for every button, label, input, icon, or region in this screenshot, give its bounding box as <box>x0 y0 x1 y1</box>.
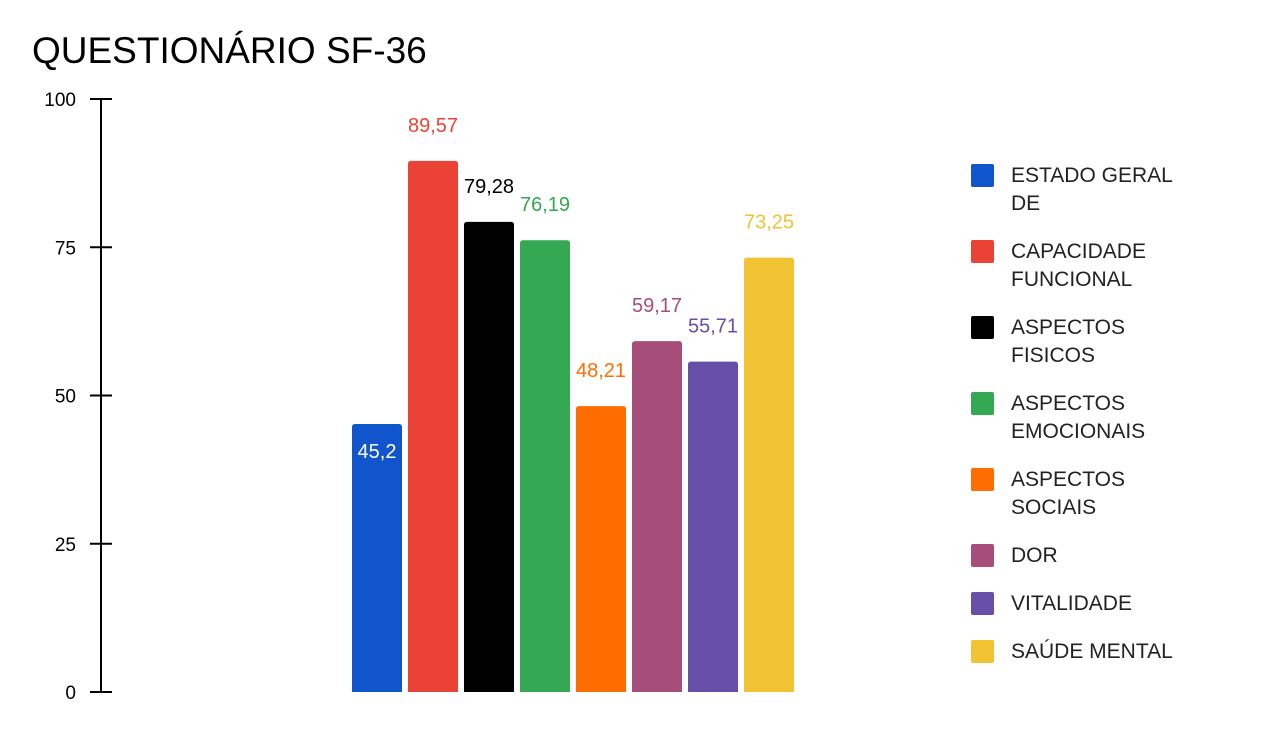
data-label: 55,71 <box>688 316 738 338</box>
legend-item: ASPECTOS FISICOS <box>971 314 1271 370</box>
data-label: 73,25 <box>744 212 794 234</box>
data-label: 48,21 <box>576 360 626 382</box>
legend-item: VITALIDADE <box>971 590 1271 618</box>
legend-swatch <box>971 164 994 187</box>
y-tick-label: 50 <box>55 387 76 408</box>
legend-item: ESTADO GERAL DE <box>971 162 1271 218</box>
data-label: 89,57 <box>408 115 458 137</box>
legend-label: CAPACIDADE FUNCIONAL <box>1011 240 1146 291</box>
y-tick-label: 25 <box>55 535 76 556</box>
legend-swatch <box>971 544 994 567</box>
legend-label: ASPECTOS SOCIAIS <box>1011 468 1125 519</box>
bar-1 <box>352 423 402 692</box>
bar-3 <box>464 221 514 692</box>
chart-title: QUESTIONÁRIO SF-36 <box>32 30 427 71</box>
legend-item: SAÚDE MENTAL <box>971 638 1271 666</box>
bar-7 <box>688 361 738 692</box>
bar-5 <box>576 406 626 692</box>
legend-item: ASPECTOS SOCIAIS <box>971 466 1271 522</box>
bar-8 <box>744 257 794 692</box>
bar-6 <box>632 341 682 692</box>
legend-swatch <box>971 468 994 491</box>
bar-4 <box>520 240 570 692</box>
legend-swatch <box>971 240 994 263</box>
legend-swatch <box>971 392 994 415</box>
data-label: 59,17 <box>632 295 682 317</box>
y-tick-label: 0 <box>65 683 76 704</box>
legend-label: ESTADO GERAL DE <box>1011 164 1173 215</box>
legend-item: ASPECTOS EMOCIONAIS <box>971 390 1271 446</box>
y-tick-label: 75 <box>55 238 76 259</box>
legend-item: CAPACIDADE FUNCIONAL <box>971 238 1271 294</box>
legend-swatch <box>971 316 994 339</box>
legend-item: DOR <box>971 542 1271 570</box>
data-label: 79,28 <box>464 176 514 198</box>
data-label: 76,19 <box>520 194 570 216</box>
bar-2 <box>408 160 458 692</box>
legend-label: ASPECTOS FISICOS <box>1011 316 1125 367</box>
legend-swatch <box>971 640 994 663</box>
legend-label: DOR <box>1011 544 1058 567</box>
legend-label: SAÚDE MENTAL <box>1011 640 1173 663</box>
legend-label: ASPECTOS EMOCIONAIS <box>1011 392 1146 443</box>
legend-swatch <box>971 592 994 615</box>
data-label: 45,2 <box>358 441 397 463</box>
y-tick-label: 100 <box>44 90 76 111</box>
legend-label: VITALIDADE <box>1011 592 1132 615</box>
